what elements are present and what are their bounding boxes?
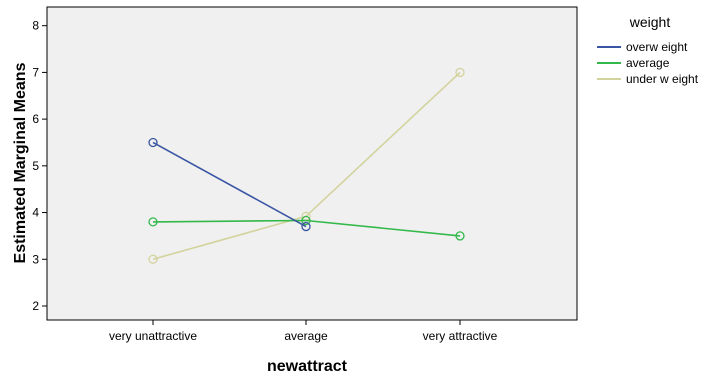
- y-axis-title: Estimated Marginal Means: [12, 62, 29, 263]
- y-tick-label: 4: [32, 206, 39, 220]
- legend-label: average: [626, 56, 670, 70]
- series-line: [152, 219, 461, 237]
- y-tick-label: 6: [32, 112, 39, 126]
- data-point: [455, 231, 465, 241]
- y-tick-label: 2: [32, 299, 39, 313]
- data-point: [301, 221, 311, 232]
- legend-label: under w eight: [626, 72, 699, 86]
- data-point: [148, 137, 158, 148]
- y-axis: 2 3 4 5 6 7 8: [32, 19, 47, 313]
- plot-area: [46, 6, 578, 321]
- x-axis: very unattractive average very attractive: [109, 320, 498, 343]
- y-tick-label: 5: [32, 159, 39, 173]
- y-tick-label: 3: [32, 252, 39, 266]
- series-line: [152, 141, 307, 228]
- data-point: [148, 254, 158, 264]
- data-point: [301, 215, 311, 226]
- x-tick-label: very attractive: [423, 329, 498, 343]
- y-tick-label: 7: [32, 65, 39, 79]
- series-layer: [148, 67, 465, 264]
- x-axis-title: newattract: [267, 358, 348, 375]
- legend-label: overw eight: [626, 40, 688, 54]
- x-tick-label: average: [284, 329, 328, 343]
- y-tick-label: 8: [32, 19, 39, 33]
- legend-title: weight: [629, 14, 671, 30]
- x-tick-label: very unattractive: [109, 329, 197, 343]
- data-point: [148, 217, 158, 227]
- data-point: [455, 67, 465, 78]
- legend: weight overw eight average under w eight: [597, 14, 699, 86]
